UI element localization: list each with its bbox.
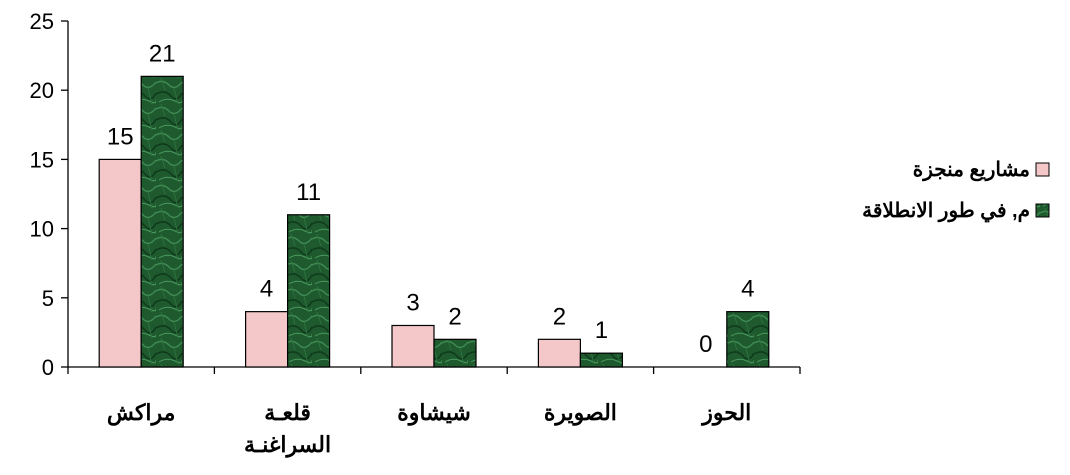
data-label: 2 bbox=[553, 303, 566, 330]
x-tick-label: السراغنـة bbox=[244, 432, 331, 458]
x-tick-label: مراكش bbox=[107, 400, 176, 426]
bar-series-2 bbox=[580, 353, 622, 367]
x-tick-label: الحوز bbox=[700, 400, 751, 426]
data-label: 2 bbox=[448, 303, 461, 330]
bar-series-1 bbox=[99, 159, 141, 367]
data-label: 4 bbox=[741, 276, 754, 303]
x-tick-label: شيشاوة bbox=[397, 400, 471, 426]
y-tick-label: 0 bbox=[42, 355, 54, 380]
y-tick-label: 20 bbox=[30, 78, 54, 103]
data-label: 0 bbox=[699, 331, 712, 358]
data-label: 15 bbox=[107, 123, 134, 150]
data-label: 3 bbox=[406, 289, 419, 316]
y-tick-label: 10 bbox=[30, 217, 54, 242]
x-tick-label: قلعـة bbox=[264, 400, 311, 425]
legend: مشاريع منجزة م, في طور الانطلاقة bbox=[862, 159, 1049, 223]
legend-swatch bbox=[1036, 163, 1049, 176]
bar-series-2 bbox=[434, 339, 476, 367]
bar-series-2 bbox=[141, 76, 183, 367]
data-label: 21 bbox=[149, 40, 176, 67]
legend-label: مشاريع منجزة bbox=[913, 159, 1030, 182]
bar-series-2 bbox=[727, 312, 769, 367]
bars bbox=[99, 76, 769, 367]
x-tick-label: الصويرة bbox=[544, 400, 617, 426]
bar-series-1 bbox=[538, 339, 580, 367]
data-labels: 1543202111214 bbox=[107, 40, 755, 358]
y-tick-label: 15 bbox=[30, 147, 54, 172]
data-label: 4 bbox=[260, 276, 273, 303]
y-tick-label: 25 bbox=[30, 9, 54, 34]
legend-label: م, في طور الانطلاقة bbox=[862, 200, 1030, 223]
bar-series-1 bbox=[246, 312, 288, 367]
y-tick-label: 5 bbox=[42, 286, 54, 311]
data-label: 1 bbox=[595, 317, 608, 344]
data-label: 11 bbox=[296, 179, 321, 206]
legend-swatch bbox=[1036, 204, 1049, 217]
bar-series-2 bbox=[288, 215, 330, 367]
bar-series-1 bbox=[392, 325, 434, 367]
